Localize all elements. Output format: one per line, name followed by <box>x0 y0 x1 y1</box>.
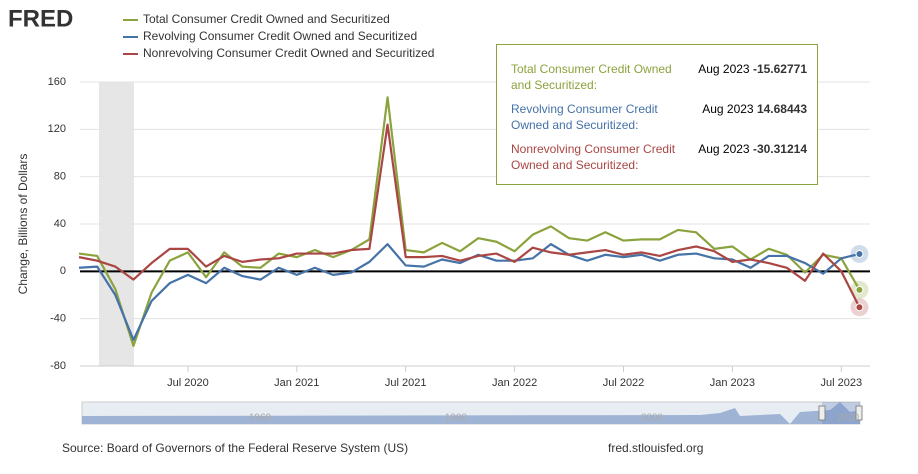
hover-point <box>855 249 864 258</box>
hover-point <box>855 285 864 294</box>
series-line <box>78 96 861 347</box>
x-tick-label: Jul 2020 <box>167 377 209 389</box>
x-tick-label: Jan 2021 <box>274 377 319 389</box>
tooltip-date: Aug 2023 <box>702 102 754 116</box>
tooltip-label: Nonrevolving Consumer Credit Owned and S… <box>511 142 676 172</box>
legend-label: Total Consumer Credit Owned and Securiti… <box>143 12 390 26</box>
navigator-label: 2020 <box>837 413 860 424</box>
navigator-window[interactable] <box>822 402 860 424</box>
tooltip-row: Nonrevolving Consumer Credit Owned and S… <box>511 141 807 173</box>
tooltip-number: 14.68443 <box>756 102 807 116</box>
site: fred.stlouisfed.org <box>608 441 703 455</box>
tooltip-row: Revolving Consumer Credit Owned and Secu… <box>511 101 807 133</box>
navigator-label: 1960 <box>249 413 272 424</box>
y-axis-label: Change, Billions of Dollars <box>16 154 30 295</box>
navigator-area <box>82 402 860 424</box>
navigator-handle[interactable] <box>855 405 863 421</box>
tooltip: Total Consumer Credit Owned and Securiti… <box>496 44 818 185</box>
source: Source: Board of Governors of the Federa… <box>62 441 408 455</box>
y-tick-label: 160 <box>48 76 66 88</box>
legend-label: Revolving Consumer Credit Owned and Secu… <box>143 29 417 43</box>
y-tick-label: 40 <box>54 218 66 230</box>
x-tick-label: Jul 2021 <box>385 377 427 389</box>
tooltip-row: Total Consumer Credit Owned and Securiti… <box>511 61 807 93</box>
y-tick-label: 80 <box>54 171 66 183</box>
navigator-label: 1980 <box>445 413 468 424</box>
tooltip-label: Revolving Consumer Credit Owned and Secu… <box>511 102 658 132</box>
tooltip-number: -15.62771 <box>752 62 807 76</box>
tooltip-label: Total Consumer Credit Owned and Securiti… <box>511 62 672 92</box>
y-tick-label: 0 <box>60 265 66 277</box>
hover-point <box>855 303 864 312</box>
navigator-handle[interactable] <box>818 405 826 421</box>
tooltip-date: Aug 2023 <box>698 62 750 76</box>
series-line <box>78 123 861 308</box>
y-tick-label: -40 <box>50 313 66 325</box>
x-tick-label: Jul 2023 <box>821 377 863 389</box>
tooltip-value: Aug 2023 -15.62771 <box>698 61 807 93</box>
tooltip-date: Aug 2023 <box>698 142 750 156</box>
tooltip-number: -30.31214 <box>752 142 807 156</box>
tooltip-value: Aug 2023 14.68443 <box>702 101 807 133</box>
x-tick-label: Jan 2022 <box>492 377 537 389</box>
x-tick-label: Jan 2023 <box>710 377 755 389</box>
legend-label: Nonrevolving Consumer Credit Owned and S… <box>143 46 434 60</box>
y-tick-label: 120 <box>48 123 66 135</box>
y-tick-label: -80 <box>50 360 66 372</box>
navigator-label: 2000 <box>641 413 664 424</box>
logo: FRED <box>8 5 73 32</box>
tooltip-value: Aug 2023 -30.31214 <box>698 141 807 173</box>
x-tick-label: Jul 2022 <box>603 377 645 389</box>
